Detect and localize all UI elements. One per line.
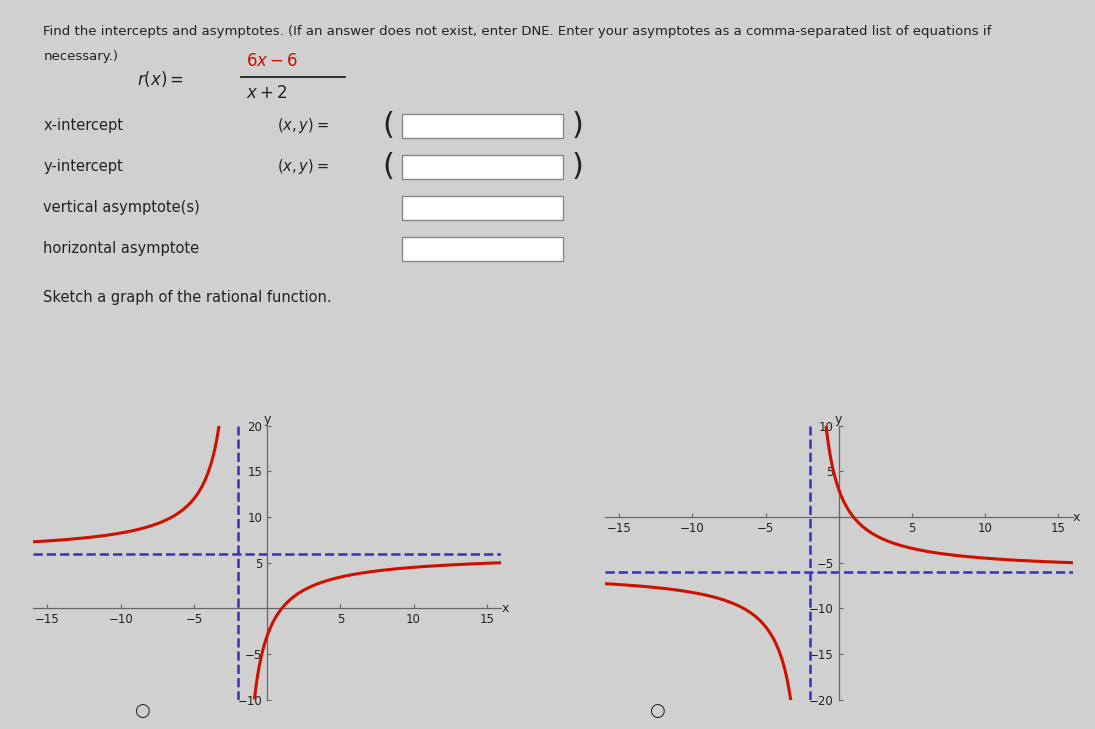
Text: $(x, y) =$: $(x, y) =$: [277, 157, 328, 176]
FancyBboxPatch shape: [402, 196, 564, 219]
Text: x: x: [502, 602, 509, 615]
Text: (: (: [382, 152, 394, 182]
Text: horizontal asymptote: horizontal asymptote: [43, 241, 199, 257]
Text: $6x - 6$: $6x - 6$: [246, 52, 298, 70]
Text: (: (: [382, 112, 394, 141]
FancyBboxPatch shape: [402, 114, 564, 138]
FancyBboxPatch shape: [402, 237, 564, 261]
Text: y: y: [264, 413, 270, 426]
Text: y-intercept: y-intercept: [43, 160, 123, 174]
Text: necessary.): necessary.): [43, 50, 118, 63]
Text: x-intercept: x-intercept: [43, 118, 124, 133]
Text: y: y: [835, 413, 842, 426]
Text: Find the intercepts and asymptotes. (If an answer does not exist, enter DNE. Ent: Find the intercepts and asymptotes. (If …: [43, 25, 992, 38]
Text: $(x, y) =$: $(x, y) =$: [277, 117, 328, 136]
Text: $x + 2$: $x + 2$: [246, 84, 288, 102]
Text: x: x: [1073, 510, 1081, 523]
Text: Sketch a graph of the rational function.: Sketch a graph of the rational function.: [43, 290, 332, 305]
Text: ○: ○: [649, 702, 665, 720]
Text: ): ): [572, 152, 584, 182]
FancyBboxPatch shape: [402, 155, 564, 179]
Text: ○: ○: [135, 702, 150, 720]
Text: $r(x) =$: $r(x) =$: [137, 69, 184, 89]
Text: ): ): [572, 112, 584, 141]
Text: vertical asymptote(s): vertical asymptote(s): [43, 200, 200, 215]
